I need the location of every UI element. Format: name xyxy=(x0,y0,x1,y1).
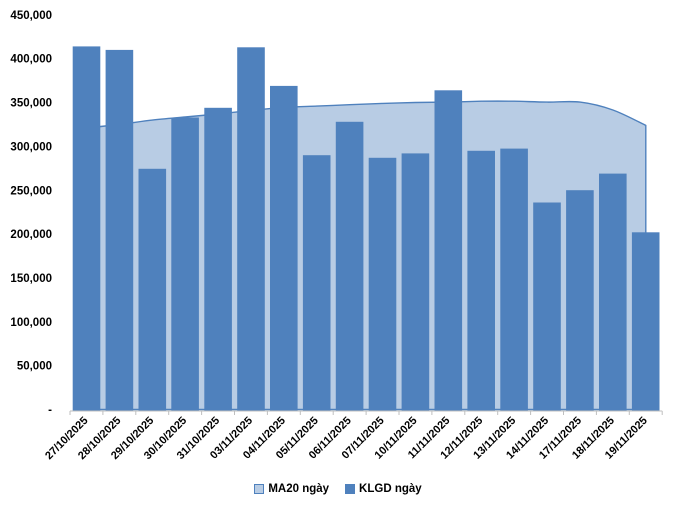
y-axis-tick-label: - xyxy=(48,405,52,417)
klgd-bar xyxy=(105,49,134,411)
y-axis-tick-label: 150,000 xyxy=(10,273,52,285)
y-axis-tick-label: 100,000 xyxy=(10,317,52,329)
klgd-bar xyxy=(302,155,331,411)
klgd-bar xyxy=(335,121,364,411)
legend-item-ma20: MA20 ngày xyxy=(254,483,329,495)
legend-label-ma20: MA20 ngày xyxy=(268,483,330,495)
klgd-bar xyxy=(500,148,528,411)
y-axis-tick-label: 250,000 xyxy=(10,185,52,197)
klgd-bar xyxy=(138,168,167,411)
y-axis-tick-label: 50,000 xyxy=(17,361,52,373)
klgd-bar xyxy=(533,202,561,411)
y-axis-tick-label: 400,000 xyxy=(10,54,52,66)
klgd-bar xyxy=(566,190,594,411)
klgd-bar xyxy=(171,117,199,411)
klgd-bar xyxy=(72,46,101,411)
legend-item-klgd: KLGD ngày xyxy=(345,483,422,495)
klgd-swatch-icon xyxy=(345,484,356,494)
klgd-bar xyxy=(434,90,463,411)
ma20-area-series xyxy=(85,100,647,411)
klgd-bar xyxy=(270,85,298,411)
y-axis-tick-label: 300,000 xyxy=(10,141,52,153)
klgd-bar xyxy=(599,173,627,411)
y-axis-tick-label: 350,000 xyxy=(10,98,52,110)
y-axis-tick-label: 200,000 xyxy=(10,229,52,241)
klgd-bar xyxy=(368,157,397,411)
klgd-bar xyxy=(631,232,660,411)
y-axis-tick-label: 450,000 xyxy=(10,10,52,22)
chart-legend: MA20 ngày KLGD ngày xyxy=(0,483,676,495)
plot-area: - 50,000 100,000 150,000 200,000 250,000 300,0… xyxy=(10,10,663,462)
ma20-swatch-icon xyxy=(254,484,265,494)
legend-label-klgd: KLGD ngày xyxy=(359,483,422,495)
klgd-bar xyxy=(401,153,430,411)
klgd-bar xyxy=(467,150,495,411)
klgd-bar xyxy=(237,47,265,411)
klgd-bar xyxy=(204,107,232,411)
